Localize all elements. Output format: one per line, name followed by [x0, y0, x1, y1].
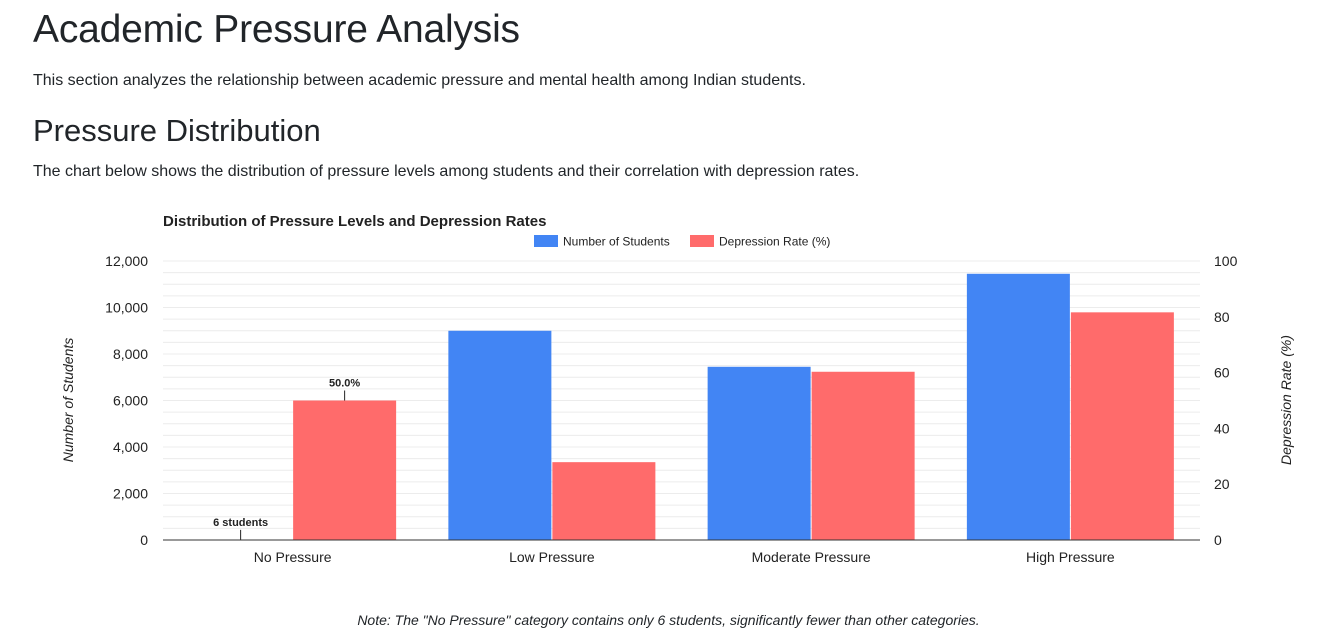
bar-students [966, 273, 1070, 540]
legend-label: Depression Rate (%) [719, 235, 830, 249]
y-tick-label-right: 20 [1214, 476, 1230, 492]
bar-students [707, 366, 811, 540]
y-tick-label-right: 60 [1214, 365, 1230, 381]
y-tick-label-right: 0 [1214, 532, 1222, 548]
x-tick-label: Low Pressure [509, 549, 595, 565]
x-tick-label: Moderate Pressure [752, 549, 871, 565]
x-tick-label: No Pressure [254, 549, 332, 565]
bar-students [448, 330, 552, 540]
y-tick-label-left: 2,000 [113, 486, 148, 502]
bar-depression-rate [293, 400, 397, 540]
legend-swatch [534, 235, 558, 247]
x-tick-label: High Pressure [1026, 549, 1115, 565]
y-axis-label-right: Depression Rate (%) [1278, 335, 1294, 465]
page-title: Academic Pressure Analysis [33, 8, 520, 51]
section-title: Pressure Distribution [33, 113, 321, 148]
legend-swatch [690, 235, 714, 247]
y-axis-label-left: Number of Students [60, 338, 76, 463]
y-tick-label-right: 80 [1214, 309, 1230, 325]
y-tick-label-left: 8,000 [113, 346, 148, 362]
data-label: 6 students [213, 517, 268, 529]
y-tick-label-left: 0 [140, 532, 148, 548]
pressure-depression-chart: Distribution of Pressure Levels and Depr… [60, 213, 1294, 565]
y-tick-label-left: 6,000 [113, 393, 148, 409]
y-tick-label-left: 4,000 [113, 439, 148, 455]
y-tick-label-right: 100 [1214, 253, 1238, 269]
chart-axes: 0 2,000 4,000 6,000 8,000 10,000 12,000 0 20 40 60… [105, 253, 1237, 565]
chart-title: Distribution of Pressure Levels and Depr… [163, 213, 546, 230]
chart-bars: 6 students 50.0% [189, 273, 1174, 540]
section-description: The chart below shows the distribution o… [33, 163, 860, 180]
chart-legend: Number of Students Depression Rate (%) [534, 235, 830, 249]
bar-depression-rate [811, 371, 915, 540]
y-tick-label-right: 40 [1214, 420, 1230, 436]
y-tick-label-left: 10,000 [105, 300, 148, 316]
data-label: 50.0% [329, 378, 360, 390]
intro-text: This section analyzes the relationship b… [33, 72, 806, 89]
legend-label: Number of Students [563, 235, 670, 249]
y-tick-label-left: 12,000 [105, 253, 148, 269]
bar-depression-rate [552, 462, 656, 540]
bar-depression-rate [1070, 312, 1174, 540]
chart-note: Note: The "No Pressure" category contain… [357, 612, 980, 628]
